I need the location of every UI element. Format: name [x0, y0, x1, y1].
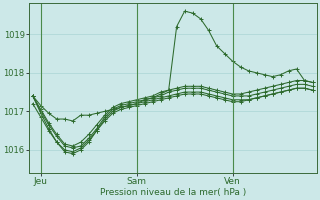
- X-axis label: Pression niveau de la mer( hPa ): Pression niveau de la mer( hPa ): [100, 188, 246, 197]
